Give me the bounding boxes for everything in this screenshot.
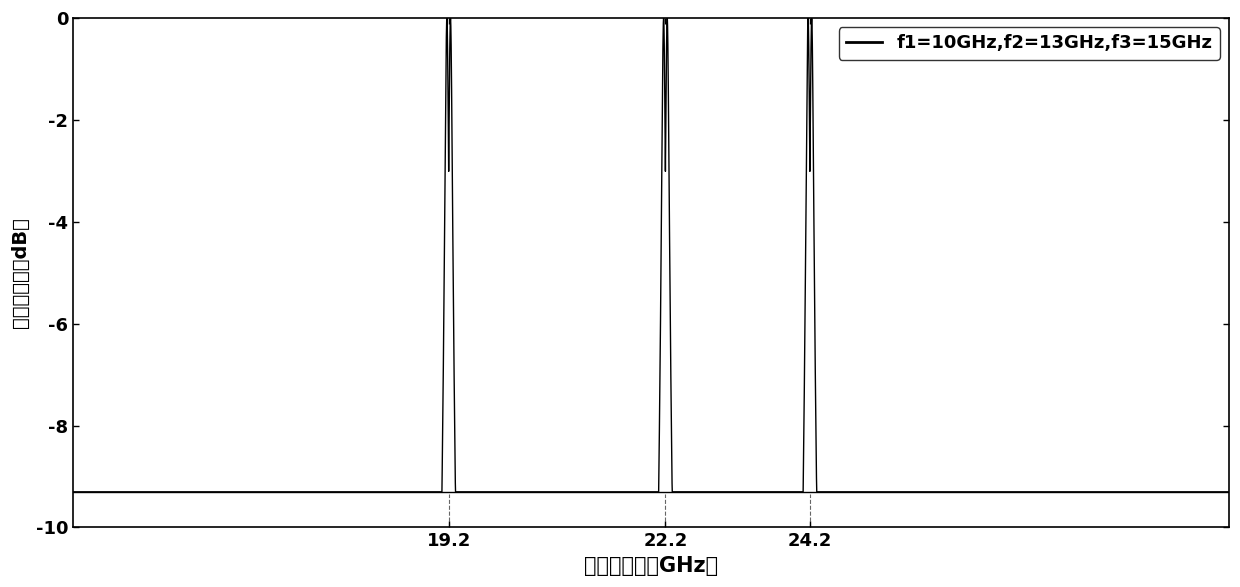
Legend: f1=10GHz,f2=13GHz,f3=15GHz: f1=10GHz,f2=13GHz,f3=15GHz	[839, 27, 1220, 60]
X-axis label: 毫米波频率（GHz）: 毫米波频率（GHz）	[584, 556, 718, 576]
Y-axis label: 归一化幅度（dB）: 归一化幅度（dB）	[11, 217, 30, 328]
